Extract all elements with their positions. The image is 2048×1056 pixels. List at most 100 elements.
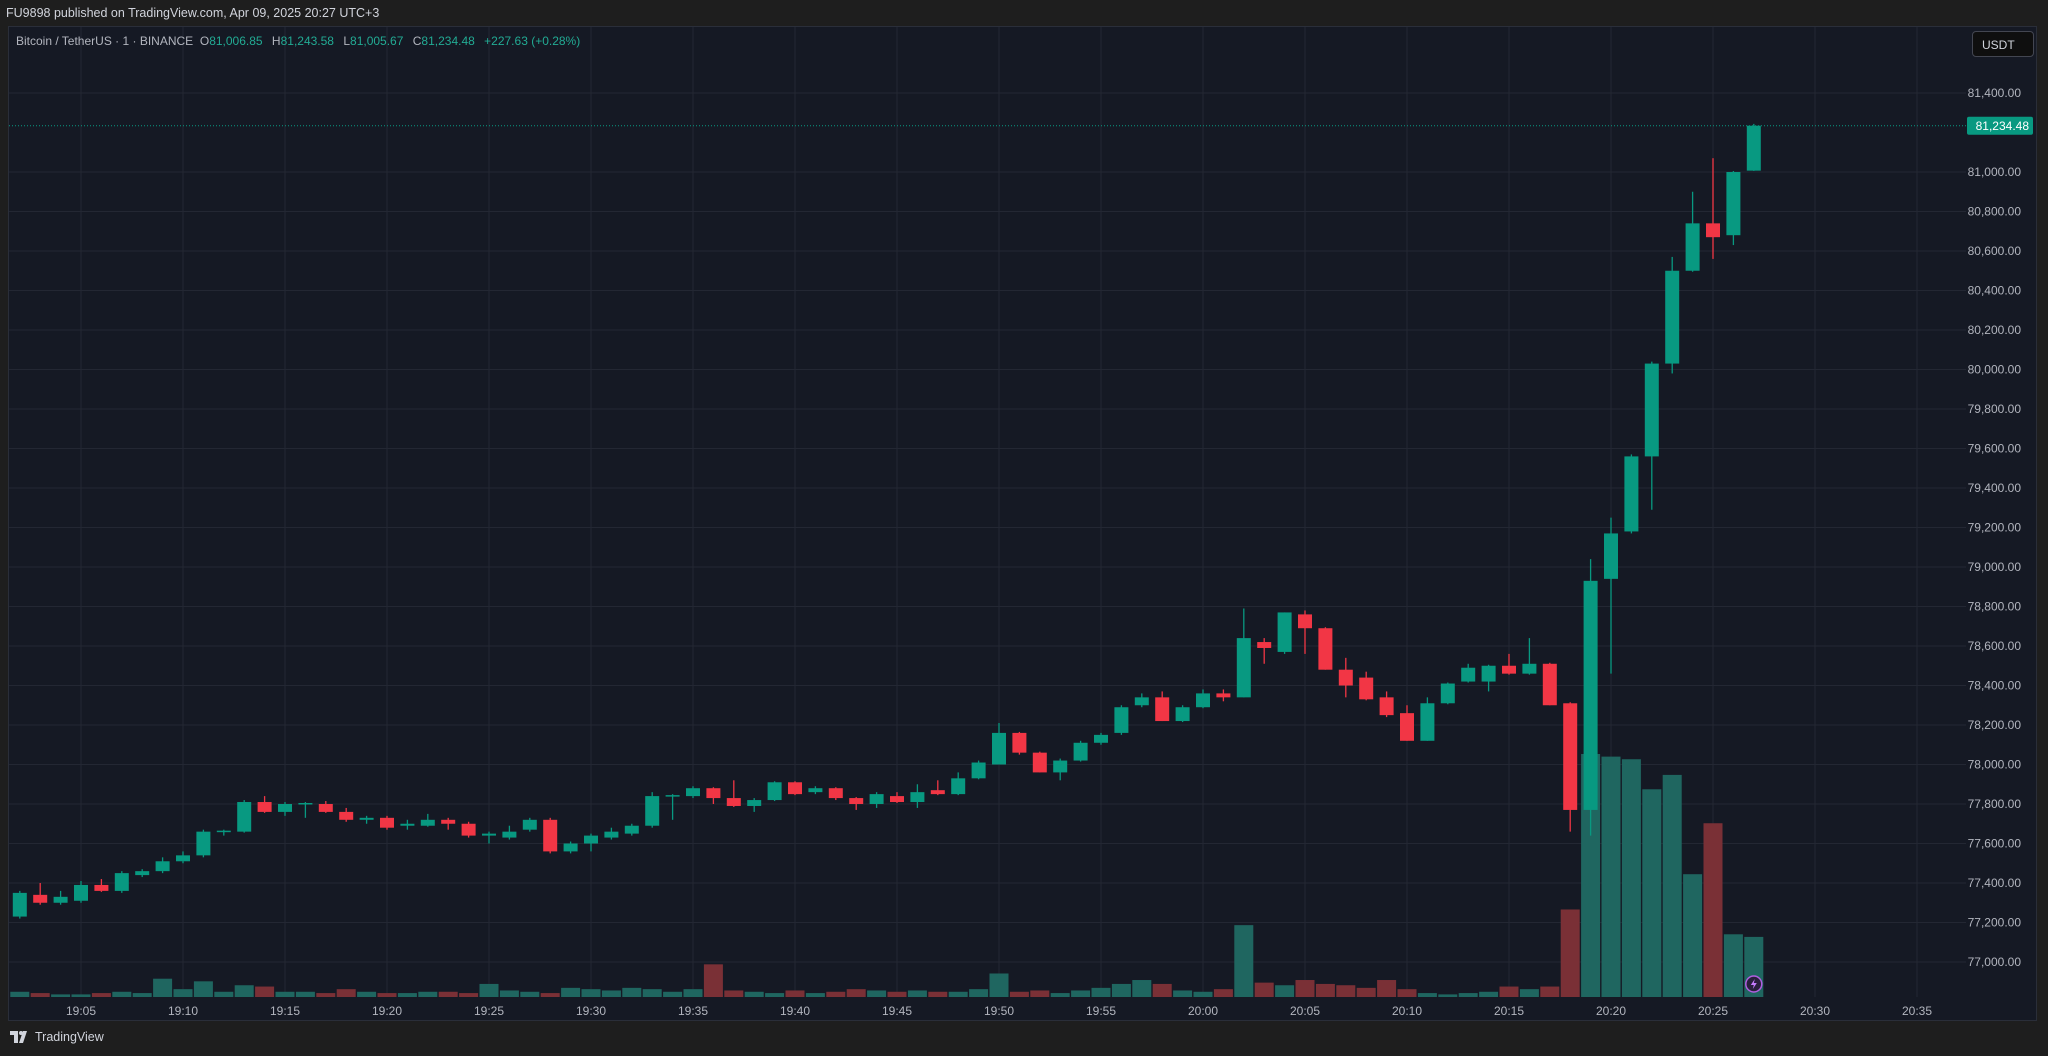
price-axis-label: 80,400.00: [1968, 284, 2022, 298]
time-axis-label: 19:15: [270, 1004, 300, 1018]
price-axis-label: 79,400.00: [1968, 481, 2022, 495]
currency-button[interactable]: USDT: [1972, 31, 2034, 57]
volume-bar: [663, 991, 683, 997]
volume-bar: [1091, 987, 1111, 997]
price-axis-label: 80,000.00: [1968, 363, 2022, 377]
volume-bar: [1642, 789, 1662, 997]
price-axis-label: 79,000.00: [1968, 560, 2022, 574]
price-axis-label: 77,200.00: [1968, 916, 2022, 930]
price-axis-label: 79,200.00: [1968, 521, 2022, 535]
candle-body: [339, 811, 354, 820]
candle-body: [196, 831, 211, 856]
volume-bar: [969, 989, 989, 997]
volume-bar: [1540, 986, 1560, 997]
candle-body: [1155, 697, 1170, 722]
volume-bar: [173, 989, 193, 997]
volume-bar: [1213, 989, 1233, 997]
volume-bar: [785, 990, 805, 997]
low-label: L: [343, 34, 351, 48]
candle-body: [1400, 713, 1414, 741]
candle-body: [1420, 703, 1435, 741]
candle-body: [1726, 172, 1741, 236]
candle-body: [624, 825, 639, 834]
time-axis-label: 20:05: [1290, 1004, 1320, 1018]
candle-body: [155, 861, 170, 872]
volume-bar: [1377, 980, 1397, 997]
candle-body: [1012, 732, 1027, 753]
volume-bar: [71, 994, 91, 997]
volume-bar: [887, 991, 907, 997]
time-axis-label: 19:45: [882, 1004, 912, 1018]
candle-body: [502, 831, 517, 838]
candle-body: [1032, 752, 1047, 773]
high-value: 81,243.58: [280, 34, 334, 48]
candle-body: [706, 788, 721, 799]
price-axis-label: 77,600.00: [1968, 837, 2022, 851]
candle-body: [1502, 665, 1516, 674]
candle-body: [645, 796, 660, 826]
candle-body: [278, 804, 292, 812]
candle-body: [176, 855, 190, 862]
volume-bar: [1397, 989, 1417, 997]
symbol-name[interactable]: Bitcoin / TetherUS · 1 · BINANCE: [16, 34, 194, 48]
candle-body: [1665, 270, 1680, 364]
last-price-label: 81,234.48: [1976, 119, 2030, 133]
candle-body: [543, 819, 558, 852]
volume-bar: [1601, 756, 1621, 997]
volume-bar: [581, 989, 601, 997]
candle-body: [971, 762, 986, 779]
candle-body: [869, 794, 884, 804]
volume-bar: [1193, 991, 1213, 997]
volume-bar: [255, 986, 275, 997]
price-axis-label: 80,800.00: [1968, 205, 2022, 219]
candle-body: [1522, 663, 1537, 674]
candle-body: [74, 884, 88, 901]
time-axis-label: 20:35: [1902, 1004, 1932, 1018]
candle-body: [1542, 663, 1557, 706]
volume-bar: [1723, 934, 1743, 997]
price-axis-label: 78,800.00: [1968, 600, 2022, 614]
price-axis-label: 77,000.00: [1968, 955, 2022, 969]
volume-bar: [1132, 980, 1152, 997]
price-axis-label: 78,200.00: [1968, 718, 2022, 732]
time-axis-label: 20:20: [1596, 1004, 1626, 1018]
volume-bar: [1703, 823, 1723, 997]
volume-bar: [1683, 874, 1703, 997]
candle-body: [12, 892, 27, 917]
candle-body: [1053, 760, 1068, 773]
candlestick-chart[interactable]: 77,000.00 77,200.00 77,400.00 77,600.00 77,8…: [9, 27, 2038, 1022]
volume-bar: [1050, 993, 1070, 997]
volume-bar: [91, 993, 111, 997]
candle-body: [420, 819, 435, 826]
candle-body: [808, 788, 823, 793]
candle-body: [686, 788, 700, 797]
volume-bar: [520, 991, 540, 997]
candle-body: [930, 790, 945, 795]
volume-bar: [1458, 993, 1478, 997]
open-label: O: [199, 34, 210, 48]
volume-bar: [765, 993, 785, 997]
candle-body: [1236, 638, 1251, 698]
volume-bar: [846, 989, 866, 997]
candle-body: [216, 830, 231, 833]
volume-bar: [193, 981, 213, 997]
price-axis-label: 80,200.00: [1968, 323, 2022, 337]
chart-panel[interactable]: 77,000.00 77,200.00 77,400.00 77,600.00 77,8…: [8, 26, 2037, 1021]
time-axis-label: 20:10: [1392, 1004, 1422, 1018]
volume-bar: [1173, 990, 1193, 997]
candle-body: [114, 873, 129, 891]
volume-bar: [112, 991, 132, 997]
footer-brand[interactable]: TradingView: [35, 1030, 104, 1044]
candle-body: [1277, 612, 1292, 652]
volume-bar: [275, 991, 295, 997]
volume-bar: [561, 987, 581, 997]
candle-body: [767, 782, 782, 801]
candle-body: [1134, 697, 1149, 706]
volume-bar: [1315, 983, 1335, 997]
lightning-glyph-icon: [1750, 979, 1757, 989]
candle-body: [359, 817, 374, 820]
candle-body: [1196, 693, 1210, 708]
volume-bar: [438, 991, 458, 997]
price-axis-label: 78,600.00: [1968, 639, 2022, 653]
volume-bar: [479, 983, 499, 997]
